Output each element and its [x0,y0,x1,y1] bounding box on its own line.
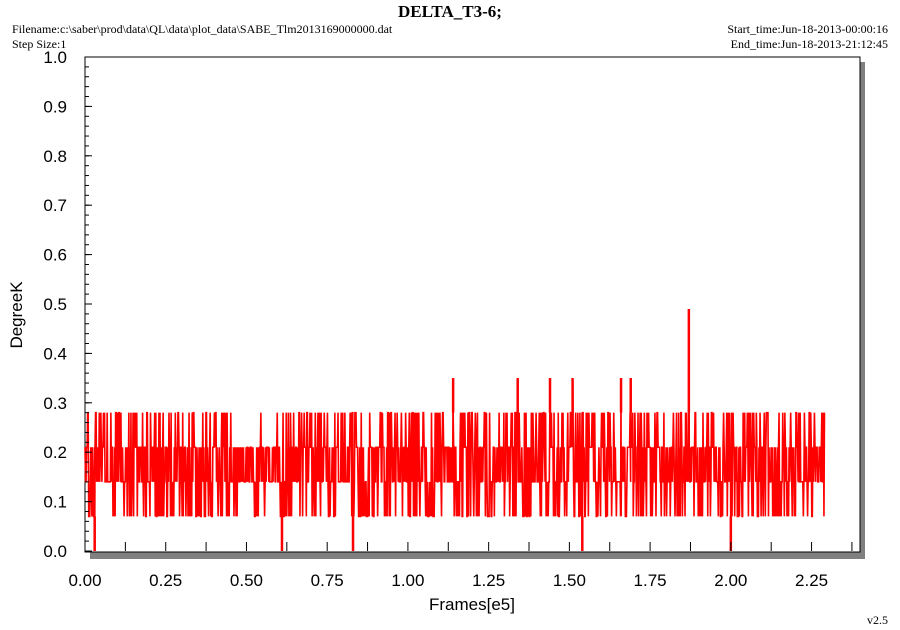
y-tick-label: 0.4 [43,344,67,363]
y-tick-label: 0.0 [43,542,67,561]
y-axis-label: DegreeK [7,281,26,349]
x-tick-label: 2.00 [714,571,747,590]
x-tick-label: 2.25 [795,571,828,590]
y-tick-label: 0.9 [43,97,67,116]
series-line [84,308,826,552]
y-tick-label: 0.7 [43,196,67,215]
x-tick-label: 1.25 [472,571,505,590]
end-time-label: End_time:Jun-18-2013-21:12:45 [730,37,888,51]
x-axis-label: Frames[e5] [429,595,515,614]
series-layer [84,308,826,552]
chart-title: DELTA_T3-6; [398,2,502,21]
x-tick-label: 1.50 [553,571,586,590]
y-tick-label: 0.3 [43,394,67,413]
y-tick-label: 0.6 [43,246,67,265]
start-time-label: Start_time:Jun-18-2013-00:00:16 [727,22,888,36]
x-tick-label: 0.00 [68,571,101,590]
version-label: v2.5 [867,613,888,627]
axis-layer: 0.0 0.1 0.2 0.3 0.4 0.5 0.6 0.7 0.8 0.9 1.0 0.00 0.2… [43,48,853,590]
filename-label: Filename:c:\saber\prod\data\QL\data\plot… [12,22,393,36]
x-tick-label: 0.75 [311,571,344,590]
y-tick-label: 1.0 [43,48,67,67]
y-tick-label: 0.8 [43,147,67,166]
x-tick-label: 1.75 [634,571,667,590]
y-tick-label: 0.5 [43,295,67,314]
x-tick-label: 0.25 [149,571,182,590]
step-size-label: Step Size:1 [12,37,67,51]
y-tick-label: 0.1 [43,493,67,512]
y-tick-label: 0.2 [43,443,67,462]
x-tick-label: 0.50 [230,571,263,590]
x-tick-label: 1.00 [391,571,424,590]
